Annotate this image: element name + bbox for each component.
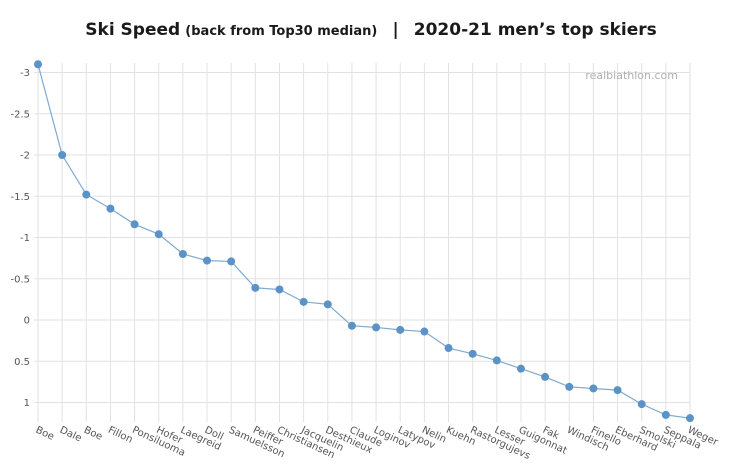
watermark: realbiathlon.com <box>585 69 678 82</box>
title-separator: | <box>392 20 399 40</box>
data-point[interactable] <box>565 382 574 391</box>
data-point[interactable] <box>613 386 622 395</box>
data-point[interactable] <box>106 204 115 213</box>
data-point[interactable] <box>541 372 550 381</box>
data-point[interactable] <box>637 400 646 409</box>
data-point[interactable] <box>227 257 236 266</box>
title-main: Ski Speed <box>85 20 181 40</box>
data-point[interactable] <box>275 285 284 294</box>
y-tick-label: 0 <box>24 316 30 327</box>
data-point[interactable] <box>468 349 477 358</box>
data-point[interactable] <box>372 323 381 332</box>
data-point[interactable] <box>82 190 91 199</box>
series-line <box>37 64 691 419</box>
x-tick-label: Boe <box>82 425 104 443</box>
data-point[interactable] <box>420 327 429 336</box>
y-tick-label: -3 <box>20 68 30 79</box>
y-tick-label: -2.5 <box>10 109 30 120</box>
data-point[interactable] <box>58 151 67 159</box>
data-point[interactable] <box>492 356 501 365</box>
y-tick-label: 1 <box>24 398 30 409</box>
data-point[interactable] <box>251 283 260 292</box>
chart-title: Ski Speed (back from Top30 median) | 202… <box>0 20 742 40</box>
series-layer <box>34 60 694 423</box>
title-right: 2020-21 men’s top skiers <box>413 20 657 40</box>
data-point[interactable] <box>396 325 405 334</box>
data-point[interactable] <box>686 414 694 423</box>
data-point[interactable] <box>347 321 356 330</box>
data-point[interactable] <box>299 297 308 306</box>
x-tick-label: Boe <box>34 425 56 443</box>
data-point[interactable] <box>516 364 525 373</box>
y-tick-label: -2 <box>20 151 30 162</box>
data-point[interactable] <box>130 220 139 229</box>
y-axis: -3 -2.5 -2 -1.5 -1 -0.5 0 0.5 1 <box>10 68 30 409</box>
data-point[interactable] <box>323 300 332 309</box>
data-point[interactable] <box>444 344 453 353</box>
y-tick-label: -0.5 <box>10 274 30 285</box>
grid-layer <box>34 63 691 422</box>
x-tick-label: Dale <box>58 425 83 445</box>
y-tick-label: -1.5 <box>10 192 30 203</box>
y-tick-label: 0.5 <box>14 357 30 368</box>
data-point[interactable] <box>34 60 42 69</box>
y-tick-label: -1 <box>20 233 30 244</box>
data-point[interactable] <box>178 250 187 258</box>
data-point[interactable] <box>154 230 163 239</box>
title-sub: (back from Top30 median) <box>185 24 378 39</box>
x-tick-label: Fillon <box>106 425 134 446</box>
data-point[interactable] <box>661 410 670 419</box>
data-point[interactable] <box>203 256 212 265</box>
data-point[interactable] <box>589 384 598 393</box>
